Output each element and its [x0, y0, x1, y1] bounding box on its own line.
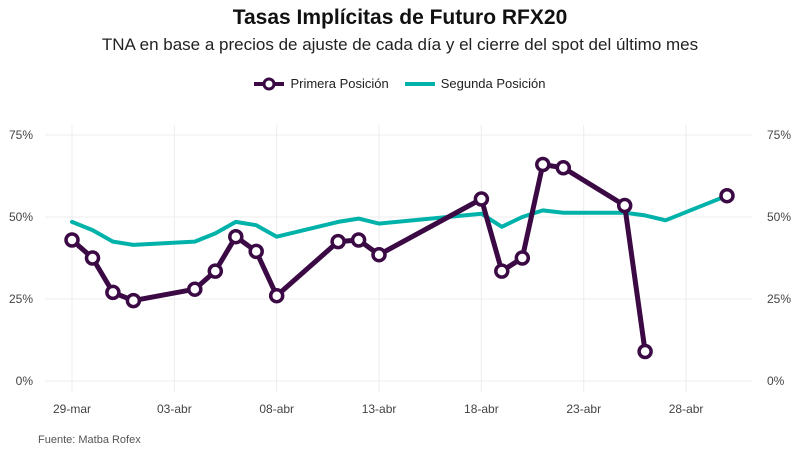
- data-point-primera: [555, 160, 572, 176]
- x-tick-label: 23-abr: [566, 402, 601, 416]
- legend-item-segunda: Segunda Posición: [404, 76, 546, 91]
- x-tick-label: 29-mar: [53, 402, 91, 416]
- data-point-primera: [616, 197, 633, 214]
- x-tick-label: 08-abr: [259, 402, 294, 416]
- x-tick-label: 03-abr: [157, 402, 192, 416]
- data-point-primera: [535, 156, 551, 173]
- data-point-primera: [514, 250, 531, 266]
- data-point-primera: [84, 250, 101, 266]
- series-line-primera: [69, 162, 648, 354]
- x-tick-label: 18-abr: [464, 402, 499, 416]
- y-tick-label-left: 50%: [9, 210, 33, 224]
- series-layer: [64, 156, 735, 360]
- data-point-primera: [350, 232, 367, 248]
- data-point-primera: [719, 187, 735, 204]
- series-line-segunda: [70, 193, 729, 247]
- y-tick-label-right: 50%: [767, 210, 791, 224]
- y-tick-label-left: 0%: [16, 374, 34, 388]
- data-point-primera: [494, 263, 510, 279]
- y-tick-label-left: 25%: [9, 292, 33, 306]
- grid-layer: [45, 125, 752, 392]
- data-point-primera: [207, 263, 224, 279]
- legend-item-primera: Primera Posición: [254, 76, 389, 91]
- data-point-primera: [105, 284, 121, 301]
- data-point-primera: [473, 191, 490, 207]
- x-tick-label: 28-abr: [669, 402, 704, 416]
- data-point-primera: [248, 243, 264, 260]
- x-tick-label: 13-abr: [362, 402, 397, 416]
- y-tick-label-right: 0%: [767, 374, 785, 388]
- data-point-primera: [268, 287, 285, 304]
- data-point-primera: [125, 292, 142, 309]
- legend-swatch-segunda: [404, 81, 435, 86]
- y-tick-label-left: 75%: [9, 128, 33, 142]
- data-point-primera: [187, 281, 203, 297]
- axis-layer: 0% 0% 25% 25% 50% 50% 75% 75% 29-mar 03-abr 08-abr…: [9, 128, 791, 416]
- y-tick-label-right: 25%: [767, 292, 791, 306]
- data-point-primera: [228, 228, 244, 245]
- legend-swatch-primera: [254, 77, 285, 90]
- data-point-primera: [330, 233, 346, 250]
- legend-label-segunda: Segunda Posición: [440, 76, 546, 91]
- source-caption: Fuente: Matba Rofex: [38, 434, 141, 446]
- legend: Primera Posición Segunda Posición: [0, 76, 800, 91]
- data-point-primera: [64, 232, 80, 248]
- data-point-primera: [371, 246, 387, 263]
- legend-label-primera: Primera Posición: [290, 76, 389, 91]
- chart-subtitle: TNA en base a precios de ajuste de cada …: [101, 35, 699, 54]
- chart-title: Tasas Implícitas de Futuro RFX20: [232, 6, 568, 29]
- data-point-primera: [637, 343, 653, 360]
- y-tick-label-right: 75%: [767, 128, 791, 142]
